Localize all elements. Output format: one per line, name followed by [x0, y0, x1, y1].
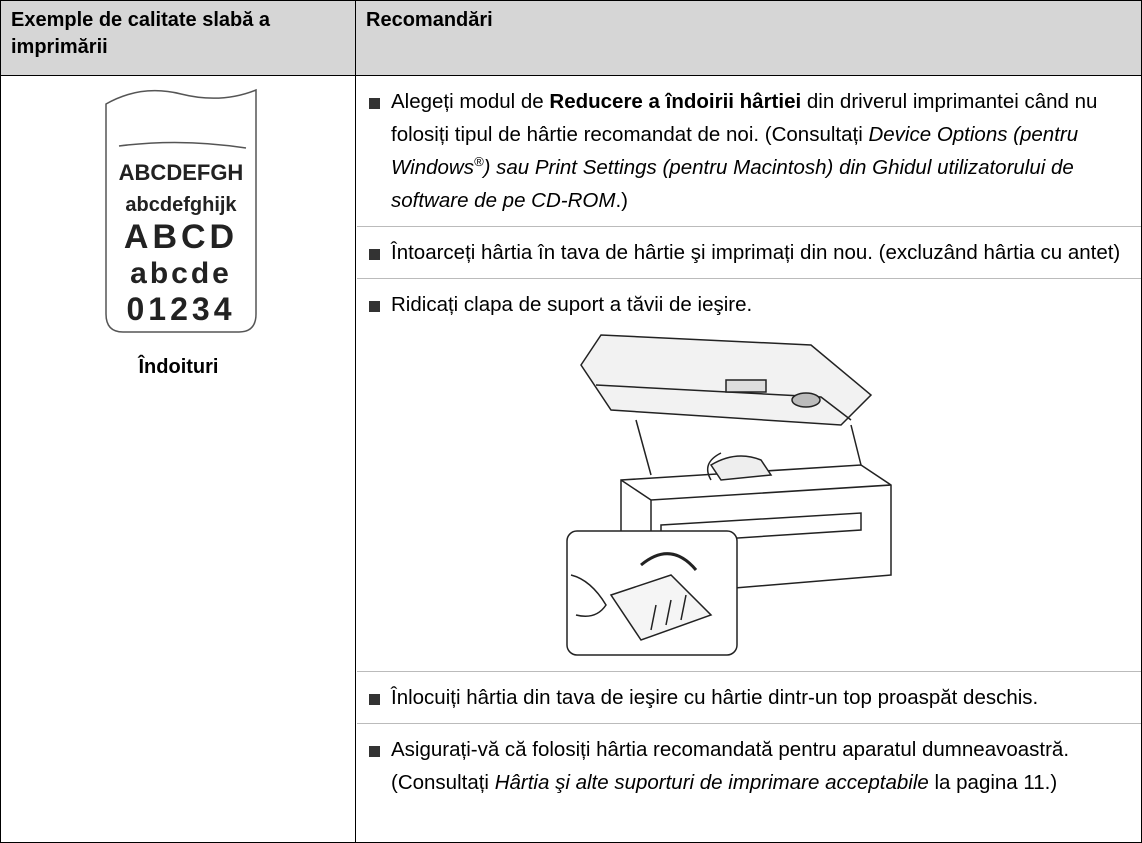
- support-flap: [609, 574, 713, 641]
- text-run: Întoarceți hârtia în tava de hârtie şi i…: [391, 241, 1121, 264]
- text-run: Asigurați-vă că folosiți hârtia recomand…: [391, 738, 1070, 794]
- bullet-item: Asigurați-vă că folosiți hârtia recomand…: [357, 724, 1141, 808]
- bullet-marker: [369, 301, 380, 312]
- arrow: [640, 552, 698, 571]
- bold-run: Reducere a îndoirii hârtiei: [549, 90, 802, 113]
- italic-run: Device Options (pentru Windows: [391, 123, 1079, 179]
- bullet-marker: [369, 694, 380, 705]
- display: [725, 379, 767, 393]
- italic-run: Hârtia şi alte suporturi de imprimare ac…: [494, 771, 929, 794]
- sample-text: ABCDEFGH: [119, 160, 244, 185]
- header-cell: Exemple de calitate slabă a imprimării: [1, 1, 356, 76]
- text-run: Ridicați clapa de suport a tăvii de ieşi…: [391, 293, 753, 316]
- text-run: Înlocuiți hârtia din tava de ieşire cu h…: [391, 686, 1039, 709]
- italic-wrap: ®: [473, 154, 484, 179]
- paper-outline: [105, 88, 257, 333]
- header-cell: Recomandări: [356, 1, 1141, 76]
- output-tray: [709, 455, 773, 481]
- bullet-text: Ridicați clapa de suport a tăvii de ieşi…: [391, 288, 1131, 321]
- bullet-item: Înlocuiți hârtia din tava de ieşire cu h…: [357, 672, 1141, 724]
- italic-run: ) sau Print Settings (pentru Macintosh) …: [391, 156, 1074, 212]
- sample-text: ABCD: [124, 218, 238, 256]
- panel-edge: [595, 384, 852, 421]
- sample-text: 01234: [127, 291, 236, 327]
- support: [635, 419, 862, 476]
- text-run: la pagina 11.): [928, 771, 1058, 794]
- bullet-text: Alegeți modul de Reducere a îndoirii hâr…: [391, 85, 1131, 217]
- sup-run: ®: [473, 154, 484, 170]
- printer-illustration: [566, 334, 892, 656]
- text-run: din driverul imprimantei când nu folosiț…: [391, 90, 1098, 146]
- text-run: .): [615, 189, 628, 212]
- paper-fold: [118, 141, 247, 149]
- text-run: Alegeți modul de: [391, 90, 550, 113]
- hand: [570, 574, 607, 617]
- sample-text: abcdefghijk: [125, 194, 237, 216]
- bullet-item: Alegeți modul de Reducere a îndoirii hâr…: [357, 76, 1141, 227]
- caption: Îndoituri: [138, 356, 219, 378]
- bullet-text: Înlocuiți hârtia din tava de ieşire cu h…: [391, 681, 1131, 714]
- sample-paper: ABCDEFGH abcdefghijk ABCD abcde 01234: [105, 88, 257, 333]
- bullet-marker: [369, 249, 380, 260]
- bullet-text: Întoarceți hârtia în tava de hârtie şi i…: [391, 236, 1131, 269]
- arrow: [706, 452, 722, 481]
- bullet-item: Întoarceți hârtia în tava de hârtie şi i…: [357, 227, 1141, 279]
- bullet-marker: [369, 98, 380, 109]
- flap-ribs: [650, 594, 687, 631]
- printer: [566, 334, 892, 656]
- recommendations-cell: Alegeți modul de Reducere a îndoirii hâr…: [357, 76, 1141, 842]
- bullet-text: Asigurați-vă că folosiți hârtia recomand…: [391, 733, 1131, 799]
- example-cell: ABCDEFGH abcdefghijk ABCD abcde 01234 În…: [1, 76, 356, 842]
- bullet-marker: [369, 746, 380, 757]
- bullet-item: Ridicați clapa de suport a tăvii de ieşi…: [357, 279, 1141, 672]
- sample-text: abcde: [130, 257, 232, 290]
- button: [791, 392, 821, 408]
